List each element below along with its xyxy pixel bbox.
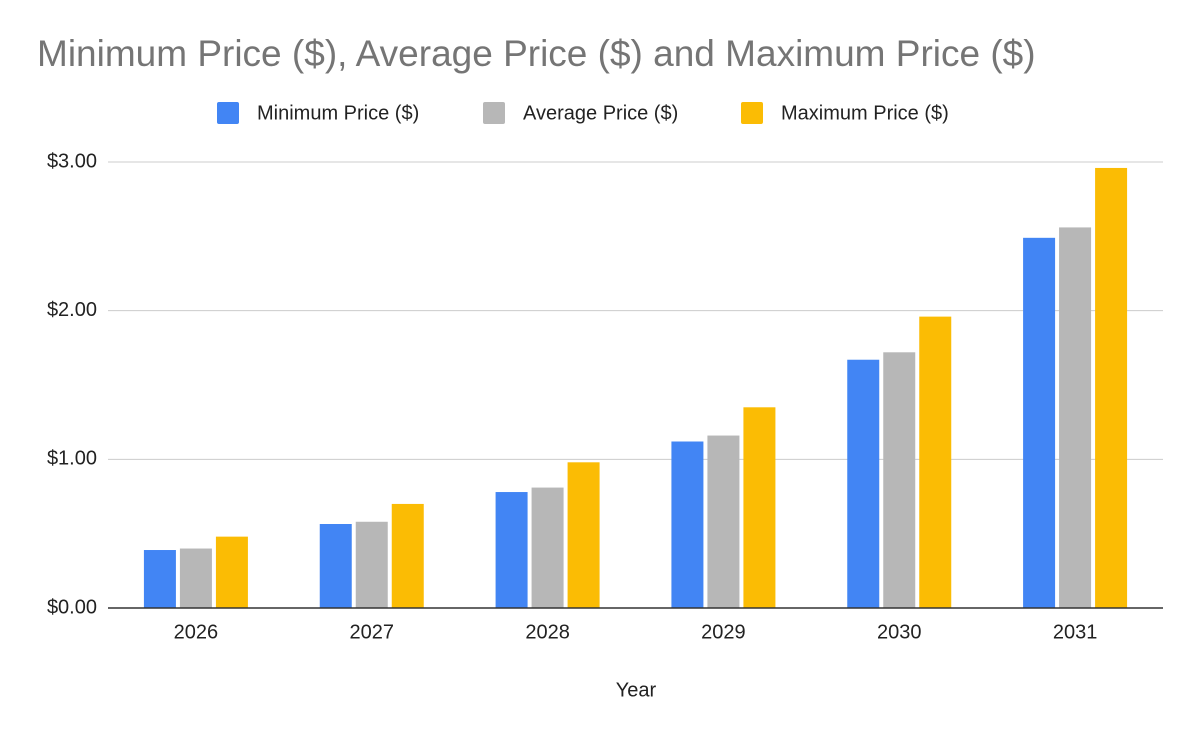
legend-swatch [217, 102, 239, 124]
x-tick-label: 2029 [701, 621, 746, 643]
bar [567, 462, 600, 608]
bar [215, 536, 248, 608]
bar [1059, 227, 1092, 608]
bar [743, 407, 776, 608]
x-tick-label: 2030 [877, 621, 922, 643]
bar [883, 352, 916, 608]
y-tick-label: $2.00 [47, 299, 97, 321]
bar [143, 550, 176, 608]
bar [1023, 237, 1056, 608]
y-tick-label: $3.00 [47, 150, 97, 172]
legend-label: Average Price ($) [523, 102, 678, 124]
legend-swatch [741, 102, 763, 124]
bar [847, 359, 880, 608]
x-tick-label: 2026 [174, 621, 219, 643]
bar [1095, 167, 1128, 609]
legend-label: Maximum Price ($) [781, 102, 949, 124]
bar [355, 521, 388, 608]
x-tick-label: 2031 [1053, 621, 1098, 643]
bar [707, 435, 740, 608]
bar [179, 548, 212, 608]
y-tick-label: $0.00 [47, 596, 97, 618]
x-tick-label: 2027 [350, 621, 395, 643]
x-tick-label: 2028 [525, 621, 570, 643]
x-axis-title: Year [616, 679, 657, 701]
bar [919, 316, 952, 608]
legend-label: Minimum Price ($) [257, 102, 419, 124]
bar [671, 441, 704, 608]
chart-title: Minimum Price ($), Average Price ($) and… [37, 33, 1036, 74]
y-tick-label: $1.00 [47, 448, 97, 470]
bar [495, 492, 528, 608]
bar [391, 503, 424, 608]
bar [319, 524, 352, 608]
legend-swatch [483, 102, 505, 124]
bar [531, 487, 564, 608]
